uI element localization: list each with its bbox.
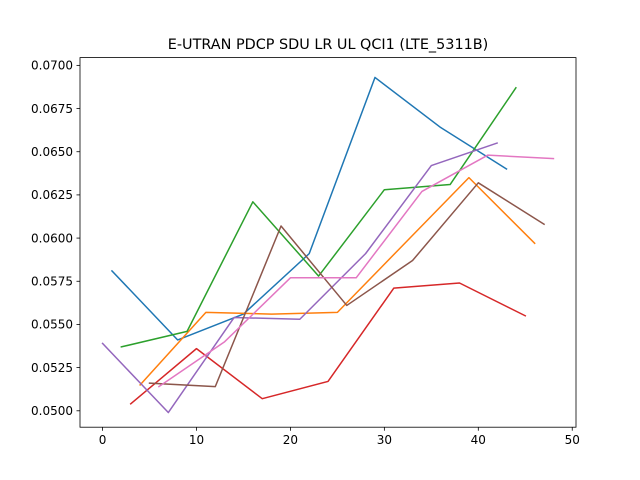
x-tick-label: 10 — [189, 433, 204, 447]
y-tick-label: 0.0600 — [31, 231, 73, 245]
y-tick-label: 0.0500 — [31, 404, 73, 418]
series-line-5 — [101, 142, 499, 414]
series-line-3 — [120, 86, 517, 348]
series-line-2 — [139, 176, 536, 386]
chart-title: E-UTRAN PDCP SDU LR UL QCI1 (LTE_5311B) — [168, 37, 489, 53]
series-line-7 — [157, 154, 555, 388]
series-line-6 — [148, 182, 546, 388]
y-tick-label: 0.0550 — [31, 318, 73, 332]
x-tick-label: 0 — [99, 433, 107, 447]
y-tick-label: 0.0575 — [31, 275, 73, 289]
y-tick-label: 0.0650 — [31, 145, 73, 159]
y-axis: 0.0500 0.0525 0.0550 0.0575 0.0600 0.0625 0.06… — [31, 59, 80, 418]
series-layer — [101, 76, 555, 414]
series-line-4 — [129, 282, 527, 405]
x-tick-label: 50 — [565, 433, 580, 447]
y-tick-label: 0.0700 — [31, 59, 73, 73]
x-tick-label: 20 — [283, 433, 298, 447]
plot-area-frame — [79, 57, 577, 428]
x-tick-label: 30 — [377, 433, 392, 447]
x-axis: 0 10 20 30 40 50 — [99, 427, 580, 447]
y-tick-label: 0.0625 — [31, 188, 73, 202]
y-tick-label: 0.0675 — [31, 102, 73, 116]
x-tick-label: 40 — [471, 433, 486, 447]
series-line-1 — [110, 76, 508, 341]
y-tick-label: 0.0525 — [31, 361, 73, 375]
